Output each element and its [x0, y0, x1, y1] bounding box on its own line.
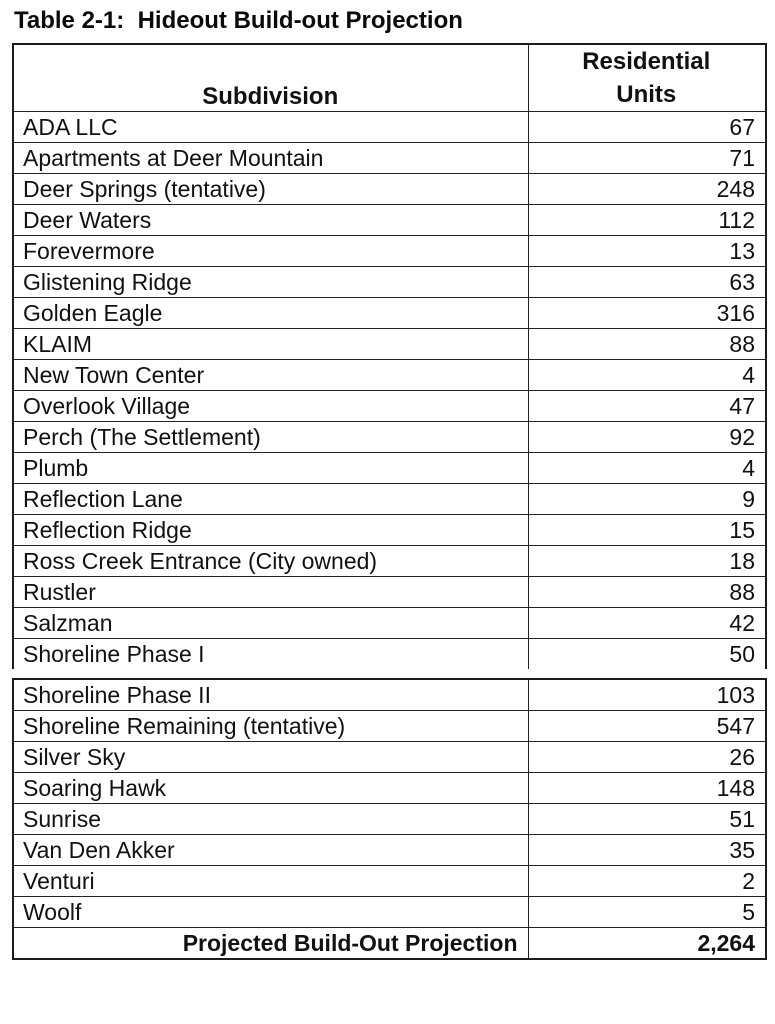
- table-row: Deer Springs (tentative) 248: [12, 173, 767, 205]
- table-row: Venturi 2: [12, 865, 767, 897]
- units-cell: 50: [527, 638, 767, 669]
- units-cell: 5: [527, 896, 767, 928]
- table-row: Reflection Ridge 15: [12, 514, 767, 546]
- subdivision-cell: Deer Springs (tentative): [12, 173, 529, 205]
- units-cell: 112: [527, 204, 767, 236]
- table-row: Soaring Hawk 148: [12, 772, 767, 804]
- subdivision-cell: Apartments at Deer Mountain: [12, 142, 529, 174]
- units-cell: 71: [527, 142, 767, 174]
- table-body-part-1: Subdivision Residential Units ADA LLC 67…: [12, 43, 767, 669]
- units-cell: 35: [527, 834, 767, 866]
- units-cell: 4: [527, 359, 767, 391]
- table-row: Overlook Village 47: [12, 390, 767, 422]
- table-row: Apartments at Deer Mountain 71: [12, 142, 767, 174]
- table-row: Perch (The Settlement) 92: [12, 421, 767, 453]
- subdivision-cell: Shoreline Phase II: [12, 678, 529, 711]
- subdivision-cell: Woolf: [12, 896, 529, 928]
- table-row: Shoreline Phase II 103: [12, 678, 767, 711]
- units-cell: 547: [527, 710, 767, 742]
- subdivision-cell: KLAIM: [12, 328, 529, 360]
- subdivision-cell: New Town Center: [12, 359, 529, 391]
- units-cell: 88: [527, 576, 767, 608]
- table-row: Deer Waters 112: [12, 204, 767, 236]
- subdivision-cell: Shoreline Phase I: [12, 638, 529, 669]
- subdivision-cell: Perch (The Settlement): [12, 421, 529, 453]
- table-row: Golden Eagle 316: [12, 297, 767, 329]
- units-cell: 51: [527, 803, 767, 835]
- total-value-cell: 2,264: [527, 927, 767, 960]
- subdivision-cell: Ross Creek Entrance (City owned): [12, 545, 529, 577]
- units-cell: 47: [527, 390, 767, 422]
- table-row: Salzman 42: [12, 607, 767, 639]
- table-row: New Town Center 4: [12, 359, 767, 391]
- table-split-gap: [0, 669, 775, 678]
- table-row: Van Den Akker 35: [12, 834, 767, 866]
- units-cell: 13: [527, 235, 767, 267]
- header-row: Subdivision Residential Units: [12, 43, 767, 112]
- units-cell: 2: [527, 865, 767, 897]
- table-row: Shoreline Phase I 50: [12, 638, 767, 669]
- table-title: Table 2-1: Hideout Build-out Projection: [14, 7, 463, 34]
- table-body-part-2: Shoreline Phase II 103 Shoreline Remaini…: [12, 678, 767, 928]
- units-cell: 4: [527, 452, 767, 484]
- subdivision-cell: Reflection Ridge: [12, 514, 529, 546]
- subdivision-cell: Forevermore: [12, 235, 529, 267]
- subdivision-cell: ADA LLC: [12, 111, 529, 143]
- subdivision-cell: Plumb: [12, 452, 529, 484]
- total-row: Projected Build-Out Projection 2,264: [12, 927, 767, 960]
- subdivision-cell: Venturi: [12, 865, 529, 897]
- buildout-table-part-2: Shoreline Phase II 103 Shoreline Remaini…: [12, 678, 767, 960]
- subdivision-cell: Salzman: [12, 607, 529, 639]
- buildout-table-part-1: Subdivision Residential Units ADA LLC 67…: [12, 43, 767, 669]
- subdivision-cell: Soaring Hawk: [12, 772, 529, 804]
- units-cell: 92: [527, 421, 767, 453]
- table-row: Reflection Lane 9: [12, 483, 767, 515]
- table-row: Silver Sky 26: [12, 741, 767, 773]
- table-row: Sunrise 51: [12, 803, 767, 835]
- table-row: Forevermore 13: [12, 235, 767, 267]
- units-cell: 26: [527, 741, 767, 773]
- table-footer: Projected Build-Out Projection 2,264: [12, 927, 767, 960]
- column-header-subdivision: Subdivision: [12, 43, 529, 112]
- subdivision-cell: Silver Sky: [12, 741, 529, 773]
- column-header-residential-units: Residential Units: [527, 43, 767, 112]
- units-cell: 316: [527, 297, 767, 329]
- subdivision-cell: Glistening Ridge: [12, 266, 529, 298]
- units-cell: 248: [527, 173, 767, 205]
- table-row: Rustler 88: [12, 576, 767, 608]
- table-row: Woolf 5: [12, 896, 767, 928]
- units-cell: 67: [527, 111, 767, 143]
- table-row: ADA LLC 67: [12, 111, 767, 143]
- header-units-line2: Units: [616, 81, 677, 108]
- subdivision-cell: Rustler: [12, 576, 529, 608]
- units-cell: 63: [527, 266, 767, 298]
- header-units-line1: Residential: [582, 48, 711, 75]
- units-cell: 18: [527, 545, 767, 577]
- table-row: KLAIM 88: [12, 328, 767, 360]
- units-cell: 9: [527, 483, 767, 515]
- subdivision-cell: Overlook Village: [12, 390, 529, 422]
- subdivision-cell: Deer Waters: [12, 204, 529, 236]
- table-row: Plumb 4: [12, 452, 767, 484]
- subdivision-cell: Golden Eagle: [12, 297, 529, 329]
- table-row: Ross Creek Entrance (City owned) 18: [12, 545, 767, 577]
- units-cell: 148: [527, 772, 767, 804]
- subdivision-cell: Reflection Lane: [12, 483, 529, 515]
- subdivision-cell: Shoreline Remaining (tentative): [12, 710, 529, 742]
- subdivision-cell: Sunrise: [12, 803, 529, 835]
- table-row: Shoreline Remaining (tentative) 547: [12, 710, 767, 742]
- units-cell: 103: [527, 678, 767, 711]
- units-cell: 15: [527, 514, 767, 546]
- total-label-cell: Projected Build-Out Projection: [12, 927, 529, 960]
- units-cell: 42: [527, 607, 767, 639]
- units-cell: 88: [527, 328, 767, 360]
- table-row: Glistening Ridge 63: [12, 266, 767, 298]
- subdivision-cell: Van Den Akker: [12, 834, 529, 866]
